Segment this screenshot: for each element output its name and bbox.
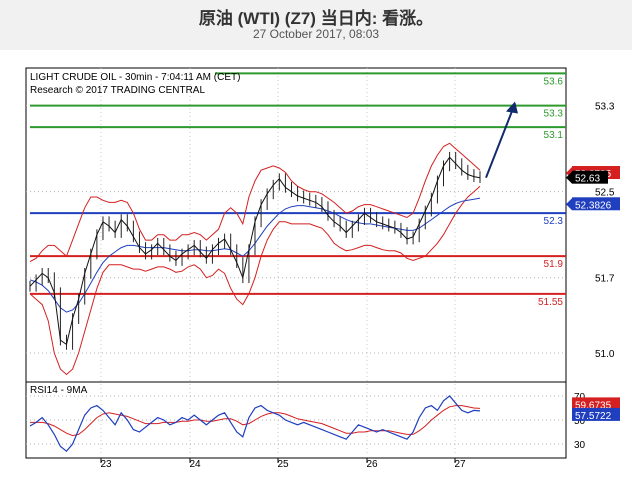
price-tick-label: 51.0 xyxy=(595,349,615,360)
forecast-arrow-line xyxy=(485,103,516,179)
forecast-arrow-head xyxy=(506,101,518,114)
level-lines: 53.6 53.3 53.1 52.3 51.9 51.55 xyxy=(30,72,566,308)
x-tick-label: 26 xyxy=(366,459,378,470)
price-marker-box xyxy=(572,197,620,211)
level-label: 51.55 xyxy=(538,297,563,308)
main-plot-frame xyxy=(25,67,567,383)
level-label: 53.6 xyxy=(544,76,564,87)
price-marker-pointer xyxy=(566,171,572,184)
rsi-label: RSI14 - 9MA xyxy=(30,385,88,396)
price-marker-label: 52.3826 xyxy=(575,200,612,211)
level-label: 53.3 xyxy=(544,109,564,120)
rsi-series xyxy=(29,395,481,453)
price-close-line xyxy=(29,156,481,346)
bollinger-lower-line xyxy=(29,185,481,376)
price-tick-label: 52.5 xyxy=(595,188,615,199)
rsi-marker-box xyxy=(572,407,620,421)
grid xyxy=(26,68,566,456)
copyright-label: Research © 2017 TRADING CENTRAL xyxy=(30,85,205,96)
rsi-tick-label: 30 xyxy=(574,440,586,451)
x-tick-label: 27 xyxy=(454,459,466,470)
rsi-line xyxy=(29,395,481,453)
x-tick-label: 23 xyxy=(100,459,112,470)
price-tick-label: 53.3 xyxy=(595,102,615,113)
level-label: 53.1 xyxy=(544,130,564,141)
page-date: 27 October 2017, 08:03 xyxy=(252,27,380,41)
price-marker-box xyxy=(572,170,608,184)
page-title: 原油 (WTI) (Z7) 当日内: 看涨。 xyxy=(198,9,434,28)
price-marker-pointer xyxy=(566,198,572,211)
bollinger-upper-line xyxy=(29,142,481,263)
price-tick-label: 51.7 xyxy=(595,274,615,285)
rsi-marker-label: 57.5722 xyxy=(575,411,612,422)
rsi-marker-label: 59.6735 xyxy=(575,400,612,411)
header-bar xyxy=(0,0,632,50)
price-marker-label: 52.63 xyxy=(575,174,600,185)
level-label: 51.9 xyxy=(544,259,564,270)
panel-title: LIGHT CRUDE OIL - 30min - 7:04:11 AM (CE… xyxy=(30,72,240,83)
price-series xyxy=(29,101,518,376)
x-tick-label: 24 xyxy=(189,459,201,470)
level-label: 52.3 xyxy=(544,216,564,227)
x-tick-label: 25 xyxy=(277,459,289,470)
rsi-marker-box xyxy=(572,397,620,411)
rsi-tick-label: 50 xyxy=(574,416,586,427)
